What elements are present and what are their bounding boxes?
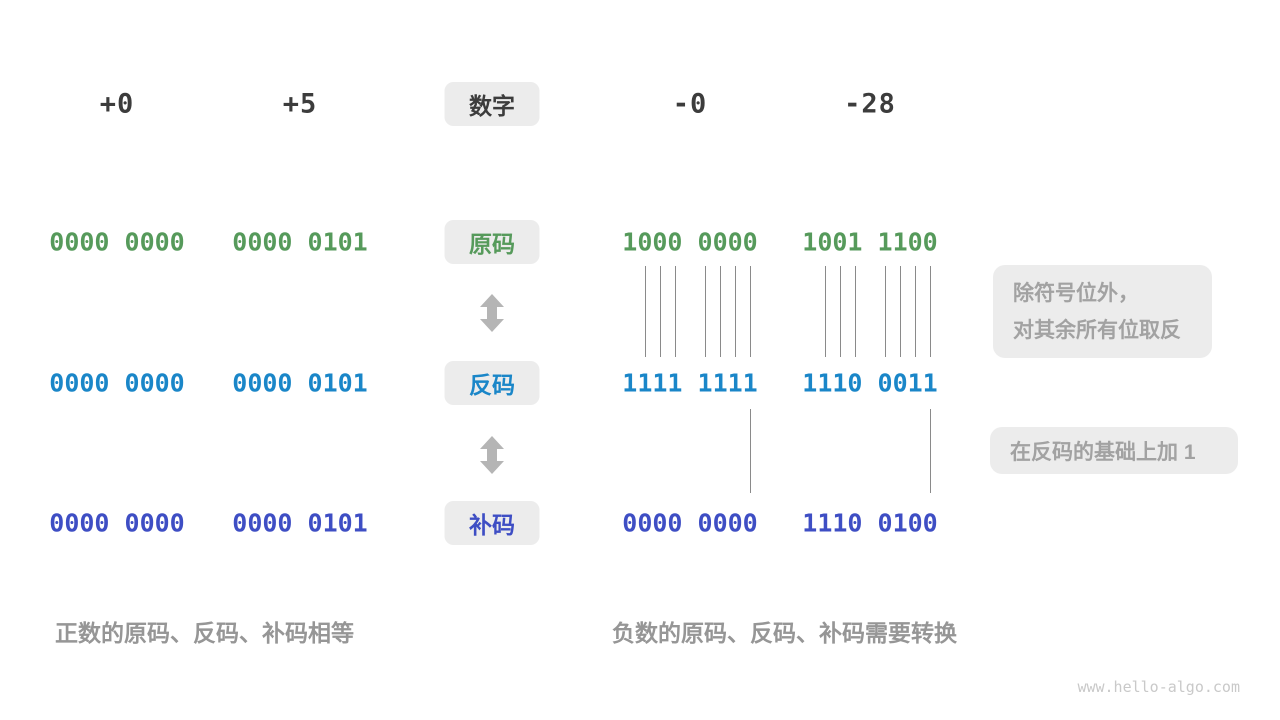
twos-complement-label-box: 补码 bbox=[444, 501, 540, 545]
header-number-plus5: +5 bbox=[282, 88, 318, 120]
bit-line bbox=[644, 266, 646, 357]
twos-complement-value-minus0: 0000 0000 bbox=[622, 508, 758, 538]
invert-bits-annotation-line2: 对其余所有位取反 bbox=[1013, 318, 1181, 342]
ones-complement-value-plus5: 0000 0101 bbox=[232, 368, 368, 398]
bit-line bbox=[705, 266, 707, 357]
header-number-minus28: -28 bbox=[844, 88, 896, 120]
up-down-arrow-icon bbox=[480, 294, 504, 332]
bit-line bbox=[839, 266, 841, 357]
bit-line bbox=[930, 266, 932, 357]
bit-line bbox=[735, 266, 737, 357]
bit-line bbox=[674, 266, 676, 357]
sign-magnitude-value-plus5: 0000 0101 bbox=[232, 227, 368, 257]
twos-complement-value-plus0: 0000 0000 bbox=[49, 508, 185, 538]
bit-line bbox=[824, 266, 826, 357]
negative-numbers-note: 负数的原码、反码、补码需要转换 bbox=[612, 620, 957, 646]
ones-complement-value-minus28: 1110 0011 bbox=[802, 368, 938, 398]
ones-complement-value-minus0: 1111 1111 bbox=[622, 368, 758, 398]
invert-bits-annotation: 除符号位外， 对其余所有位取反 bbox=[993, 265, 1212, 358]
up-down-arrow-icon bbox=[480, 436, 504, 474]
bit-line bbox=[915, 266, 917, 357]
bit-line bbox=[900, 266, 902, 357]
bit-line bbox=[885, 266, 887, 357]
twos-complement-value-minus28: 1110 0100 bbox=[802, 508, 938, 538]
header-label-box: 数字 bbox=[444, 82, 540, 126]
twos-complement-value-plus5: 0000 0101 bbox=[232, 508, 368, 538]
sign-magnitude-value-minus28: 1001 1100 bbox=[802, 227, 938, 257]
ones-complement-label-box: 反码 bbox=[444, 361, 540, 405]
positive-numbers-note: 正数的原码、反码、补码相等 bbox=[55, 620, 354, 646]
bit-line bbox=[750, 409, 752, 493]
sign-magnitude-value-minus0: 1000 0000 bbox=[622, 227, 758, 257]
bit-line bbox=[720, 266, 722, 357]
header-number-minus0: -0 bbox=[672, 88, 708, 120]
bit-line bbox=[659, 266, 661, 357]
add-one-annotation: 在反码的基础上加 1 bbox=[990, 427, 1238, 474]
site-watermark: www.hello-algo.com bbox=[1077, 678, 1240, 696]
bit-line bbox=[854, 266, 856, 357]
sign-magnitude-label-box: 原码 bbox=[444, 220, 540, 264]
ones-complement-value-plus0: 0000 0000 bbox=[49, 368, 185, 398]
header-number-plus0: +0 bbox=[99, 88, 135, 120]
bit-line bbox=[930, 409, 932, 493]
invert-bits-annotation-line1: 除符号位外， bbox=[1013, 281, 1139, 305]
bit-line bbox=[750, 266, 752, 357]
sign-magnitude-value-plus0: 0000 0000 bbox=[49, 227, 185, 257]
